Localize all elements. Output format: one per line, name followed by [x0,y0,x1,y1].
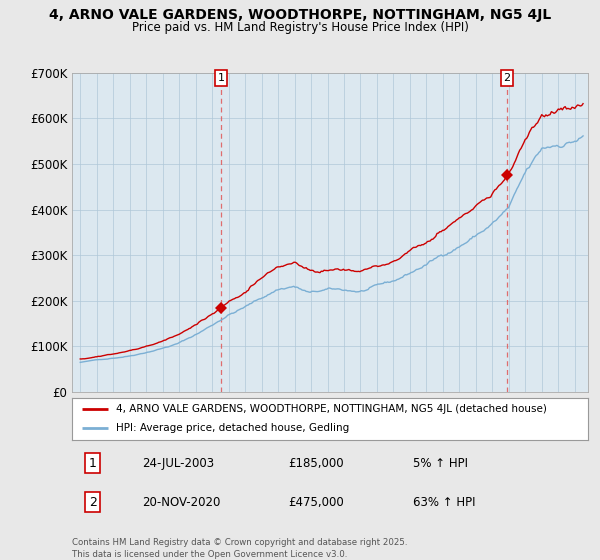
Text: 63% ↑ HPI: 63% ↑ HPI [413,496,475,508]
Text: 1: 1 [218,73,224,83]
Text: £185,000: £185,000 [289,456,344,470]
Text: Contains HM Land Registry data © Crown copyright and database right 2025.
This d: Contains HM Land Registry data © Crown c… [72,538,407,559]
Text: 1: 1 [89,456,97,470]
Text: £475,000: £475,000 [289,496,344,508]
Text: 24-JUL-2003: 24-JUL-2003 [142,456,214,470]
Text: Price paid vs. HM Land Registry's House Price Index (HPI): Price paid vs. HM Land Registry's House … [131,21,469,34]
Text: 2: 2 [89,496,97,508]
Text: 5% ↑ HPI: 5% ↑ HPI [413,456,467,470]
Text: 4, ARNO VALE GARDENS, WOODTHORPE, NOTTINGHAM, NG5 4JL: 4, ARNO VALE GARDENS, WOODTHORPE, NOTTIN… [49,8,551,22]
Text: HPI: Average price, detached house, Gedling: HPI: Average price, detached house, Gedl… [116,423,349,433]
Text: 4, ARNO VALE GARDENS, WOODTHORPE, NOTTINGHAM, NG5 4JL (detached house): 4, ARNO VALE GARDENS, WOODTHORPE, NOTTIN… [116,404,547,414]
Text: 20-NOV-2020: 20-NOV-2020 [142,496,220,508]
Text: 2: 2 [503,73,511,83]
